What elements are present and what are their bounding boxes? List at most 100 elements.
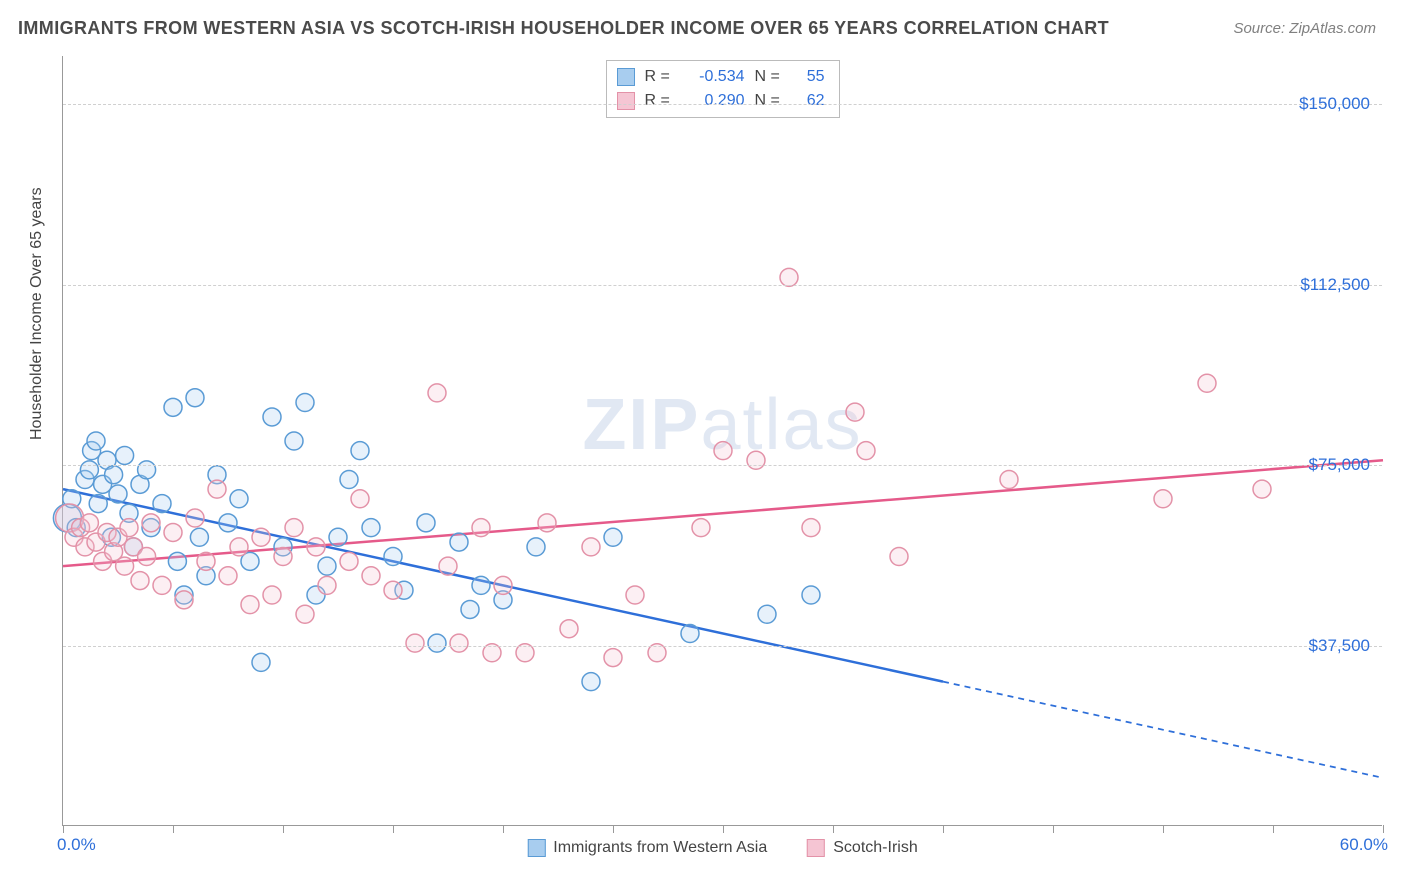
x-tick bbox=[943, 825, 944, 833]
data-point bbox=[351, 490, 369, 508]
data-point bbox=[494, 576, 512, 594]
data-point bbox=[186, 389, 204, 407]
legend-r-value-a: -0.534 bbox=[685, 65, 745, 89]
data-point bbox=[439, 557, 457, 575]
x-tick bbox=[393, 825, 394, 833]
data-point bbox=[362, 519, 380, 537]
data-point bbox=[153, 495, 171, 513]
y-tick-label: $75,000 bbox=[1309, 455, 1370, 475]
data-point bbox=[428, 634, 446, 652]
gridline bbox=[63, 465, 1382, 466]
x-tick-label-min: 0.0% bbox=[57, 835, 96, 855]
trend-line-extrapolated bbox=[943, 682, 1383, 778]
data-point bbox=[285, 432, 303, 450]
data-point bbox=[197, 552, 215, 570]
data-point bbox=[340, 471, 358, 489]
data-point bbox=[538, 514, 556, 532]
data-point bbox=[582, 673, 600, 691]
legend-row-series-a: R = -0.534 N = 55 bbox=[617, 65, 825, 89]
x-tick bbox=[613, 825, 614, 833]
legend-series-names: Immigrants from Western Asia Scotch-Iris… bbox=[527, 839, 917, 857]
data-point bbox=[318, 576, 336, 594]
x-tick bbox=[1273, 825, 1274, 833]
data-point bbox=[153, 576, 171, 594]
y-axis-label: Householder Income Over 65 years bbox=[28, 187, 46, 440]
data-point bbox=[890, 548, 908, 566]
data-point bbox=[472, 576, 490, 594]
data-point bbox=[472, 519, 490, 537]
data-point bbox=[230, 490, 248, 508]
data-point bbox=[802, 519, 820, 537]
data-point bbox=[164, 523, 182, 541]
data-point bbox=[80, 461, 98, 479]
legend-row-series-b: R = 0.290 N = 62 bbox=[617, 89, 825, 113]
data-point bbox=[428, 384, 446, 402]
legend-item-series-b: Scotch-Irish bbox=[807, 839, 917, 857]
data-point bbox=[604, 649, 622, 667]
data-point bbox=[406, 634, 424, 652]
data-point bbox=[758, 605, 776, 623]
gridline bbox=[63, 104, 1382, 105]
legend-swatch-series-a bbox=[527, 839, 545, 857]
data-point bbox=[450, 634, 468, 652]
trend-line bbox=[63, 460, 1383, 566]
data-point bbox=[626, 586, 644, 604]
x-tick bbox=[1053, 825, 1054, 833]
data-point bbox=[252, 653, 270, 671]
data-point bbox=[120, 519, 138, 537]
data-point bbox=[80, 514, 98, 532]
data-point bbox=[105, 466, 123, 484]
data-point bbox=[263, 586, 281, 604]
data-point bbox=[329, 528, 347, 546]
gridline bbox=[63, 285, 1382, 286]
data-point bbox=[1154, 490, 1172, 508]
plot-svg bbox=[63, 56, 1382, 825]
legend-item-series-a: Immigrants from Western Asia bbox=[527, 839, 767, 857]
data-point bbox=[219, 567, 237, 585]
data-point bbox=[450, 533, 468, 551]
data-point bbox=[351, 442, 369, 460]
data-point bbox=[116, 557, 134, 575]
x-tick bbox=[723, 825, 724, 833]
data-point bbox=[116, 446, 134, 464]
x-tick bbox=[283, 825, 284, 833]
legend-name-series-b: Scotch-Irish bbox=[833, 839, 917, 857]
data-point bbox=[168, 552, 186, 570]
data-point bbox=[307, 538, 325, 556]
y-tick-label: $112,500 bbox=[1300, 275, 1370, 295]
y-tick-label: $37,500 bbox=[1309, 636, 1370, 656]
x-tick-label-max: 60.0% bbox=[1340, 835, 1388, 855]
data-point bbox=[296, 394, 314, 412]
data-point bbox=[362, 567, 380, 585]
x-tick bbox=[173, 825, 174, 833]
legend-name-series-a: Immigrants from Western Asia bbox=[553, 839, 767, 857]
legend-n-value-a: 55 bbox=[795, 65, 825, 89]
legend-correlation: R = -0.534 N = 55 R = 0.290 N = 62 bbox=[606, 60, 840, 118]
data-point bbox=[230, 538, 248, 556]
data-point bbox=[1253, 480, 1271, 498]
data-point bbox=[857, 442, 875, 460]
plot-area: ZIPatlas R = -0.534 N = 55 R = 0.290 N =… bbox=[62, 56, 1382, 826]
data-point bbox=[340, 552, 358, 570]
data-point bbox=[582, 538, 600, 556]
data-point bbox=[681, 625, 699, 643]
chart-title: IMMIGRANTS FROM WESTERN ASIA VS SCOTCH-I… bbox=[18, 18, 1109, 39]
data-point bbox=[87, 432, 105, 450]
data-point bbox=[138, 548, 156, 566]
data-point bbox=[142, 514, 160, 532]
data-point bbox=[274, 548, 292, 566]
data-point bbox=[208, 480, 226, 498]
data-point bbox=[263, 408, 281, 426]
legend-n-label: N = bbox=[755, 65, 785, 89]
data-point bbox=[384, 548, 402, 566]
data-point bbox=[604, 528, 622, 546]
data-point bbox=[527, 538, 545, 556]
legend-r-label: R = bbox=[645, 65, 675, 89]
x-tick bbox=[503, 825, 504, 833]
chart-container: IMMIGRANTS FROM WESTERN ASIA VS SCOTCH-I… bbox=[0, 0, 1406, 892]
x-tick bbox=[1163, 825, 1164, 833]
data-point bbox=[241, 596, 259, 614]
y-tick-label: $150,000 bbox=[1299, 94, 1370, 114]
data-point bbox=[417, 514, 435, 532]
legend-swatch-series-b bbox=[617, 92, 635, 110]
